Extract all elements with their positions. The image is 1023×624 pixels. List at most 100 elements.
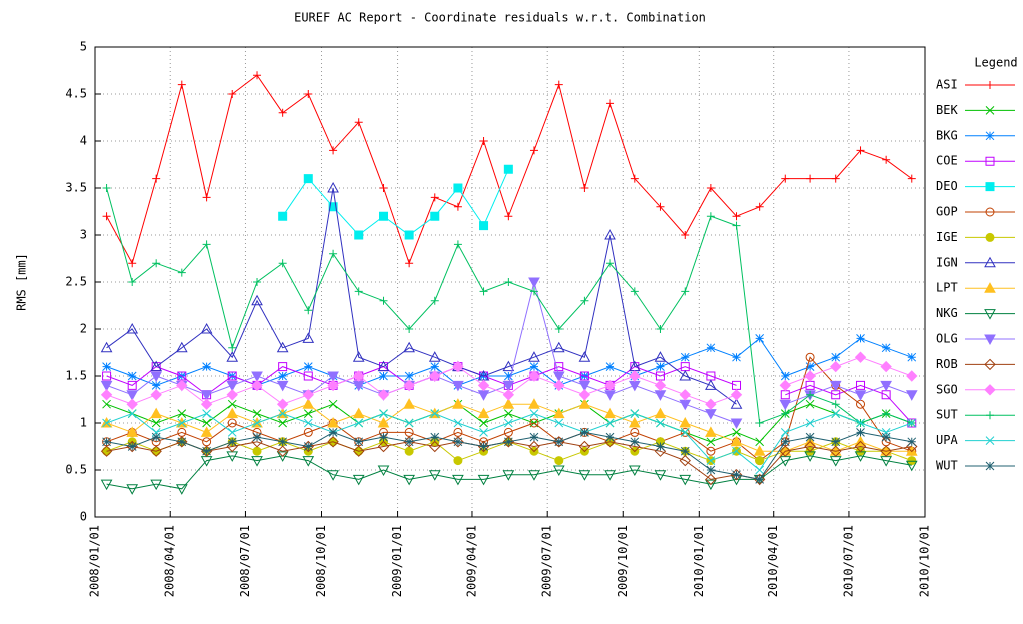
data-point: [479, 287, 488, 296]
data-point: [732, 470, 741, 480]
legend-label: IGN: [936, 255, 958, 269]
legend-marker: [986, 81, 994, 89]
legend-label: COE: [936, 154, 958, 168]
data-point: [379, 427, 389, 437]
data-point: [654, 470, 667, 481]
data-point: [377, 416, 390, 428]
data-point: [580, 428, 589, 437]
data-point: [354, 230, 364, 240]
data-point: [502, 380, 515, 392]
x-tick-label: 2010/10/01: [918, 525, 932, 597]
data-point: [907, 456, 917, 466]
data-point: [780, 371, 790, 381]
data-point: [730, 435, 743, 447]
data-point: [227, 437, 237, 447]
data-point: [127, 371, 137, 381]
data-point: [680, 428, 690, 437]
data-point: [252, 432, 262, 442]
data-point: [503, 427, 513, 437]
data-point: [150, 407, 163, 419]
data-point: [151, 418, 161, 428]
y-tick-label: 2.5: [65, 275, 87, 289]
data-point: [303, 409, 313, 418]
data-point: [805, 352, 815, 362]
legend-marker: [986, 411, 994, 420]
data-point: [755, 334, 765, 343]
data-point: [881, 432, 891, 442]
data-point: [681, 287, 690, 296]
data-point: [452, 398, 464, 409]
data-point: [580, 184, 589, 192]
data-point: [905, 460, 918, 472]
data-point: [226, 407, 239, 419]
data-point: [479, 442, 488, 451]
data-point: [150, 445, 162, 457]
y-tick-label: 2: [80, 322, 87, 336]
data-point: [126, 398, 138, 410]
data-point: [152, 174, 161, 183]
legend-marker: [985, 461, 995, 471]
data-point: [730, 398, 743, 409]
data-point: [430, 211, 440, 221]
data-point: [403, 398, 415, 409]
data-point: [328, 399, 338, 409]
data-point: [503, 371, 513, 381]
data-point: [327, 416, 339, 428]
data-point: [755, 475, 765, 484]
data-point: [430, 193, 439, 202]
data-point: [377, 440, 390, 453]
data-point: [430, 296, 439, 305]
data-point: [102, 418, 111, 428]
data-point: [580, 296, 589, 305]
data-point: [151, 381, 161, 390]
data-point: [477, 407, 490, 419]
data-point: [502, 470, 515, 481]
data-point: [732, 428, 741, 437]
data-point: [354, 287, 363, 296]
data-point: [327, 371, 339, 383]
y-tick-label: 3.5: [65, 181, 87, 195]
data-point: [732, 446, 741, 456]
y-tick-label: 4.5: [65, 87, 87, 101]
data-point: [276, 451, 289, 462]
data-point: [251, 379, 263, 392]
data-point: [302, 398, 315, 409]
data-point: [705, 398, 717, 410]
data-point: [706, 465, 716, 475]
data-point: [628, 416, 641, 428]
data-point: [753, 473, 766, 486]
data-point: [779, 445, 791, 457]
data-point: [831, 390, 841, 400]
data-point: [805, 399, 815, 409]
data-point: [804, 370, 816, 382]
data-point: [276, 398, 289, 410]
data-point: [856, 399, 866, 409]
data-point: [552, 371, 565, 383]
data-point: [528, 277, 540, 289]
data-point: [781, 409, 790, 418]
data-point: [278, 437, 288, 447]
data-point: [679, 416, 692, 428]
data-point: [552, 341, 565, 353]
data-point: [604, 407, 616, 419]
x-tick-label: 2008/04/01: [163, 525, 177, 597]
data-point: [150, 389, 162, 401]
legend-label: BEK: [936, 103, 958, 117]
data-point: [504, 278, 513, 286]
legend-marker: [984, 358, 996, 371]
data-point: [654, 407, 667, 419]
data-point: [327, 379, 339, 392]
legend-label: LPT: [936, 281, 958, 295]
data-point: [404, 418, 414, 428]
data-point: [706, 371, 716, 381]
data-point: [150, 360, 163, 372]
data-point: [403, 436, 415, 448]
data-point: [404, 230, 414, 240]
data-point: [680, 446, 690, 456]
data-point: [379, 211, 389, 221]
data-point: [780, 390, 790, 400]
data-point: [278, 108, 287, 117]
data-point: [227, 371, 237, 381]
data-point: [151, 437, 161, 447]
data-point: [578, 398, 591, 409]
